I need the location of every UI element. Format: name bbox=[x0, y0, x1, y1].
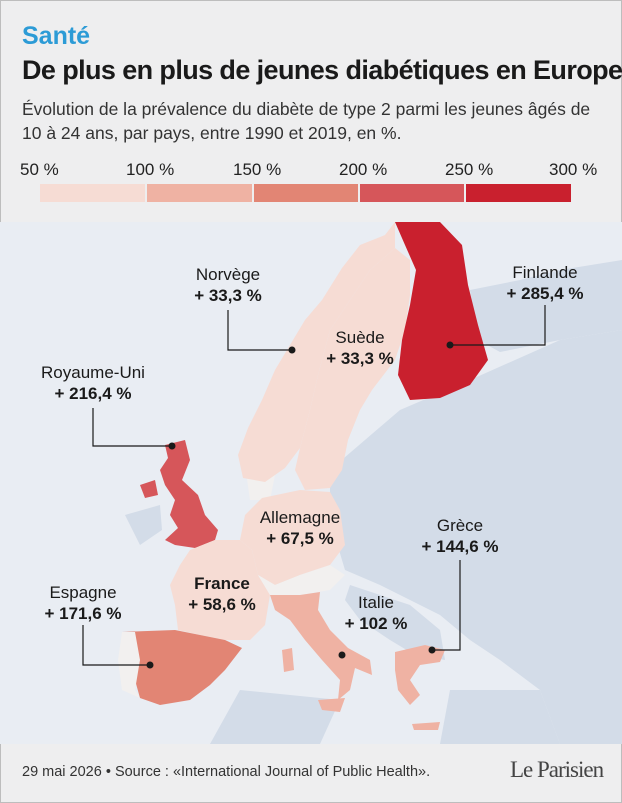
label-germany: Allemagne + 67,5 % bbox=[248, 507, 352, 549]
land-ireland bbox=[125, 505, 162, 545]
label-france-value: + 58,6 % bbox=[188, 595, 256, 614]
legend-box-5 bbox=[466, 184, 571, 202]
dot-spain bbox=[146, 661, 154, 669]
label-sweden-name: Suède bbox=[335, 328, 385, 347]
label-sweden: Suède + 33,3 % bbox=[312, 327, 408, 369]
country-germany bbox=[240, 490, 345, 585]
land-east bbox=[330, 330, 622, 744]
label-sweden-value: + 33,3 % bbox=[326, 349, 394, 368]
leader-spain bbox=[82, 625, 150, 666]
legend-label-200: 200 % bbox=[339, 160, 388, 179]
leader-greece bbox=[432, 560, 461, 651]
land-alps bbox=[258, 565, 345, 595]
label-italy-value: + 102 % bbox=[344, 614, 408, 633]
legend-box-3 bbox=[254, 184, 358, 202]
label-greece: Grèce + 144,6 % bbox=[410, 515, 510, 557]
label-italy: Italie + 102 % bbox=[334, 592, 418, 634]
label-norway-name: Norvège bbox=[195, 265, 261, 284]
land-russia-north bbox=[470, 260, 622, 352]
page-title: De plus en plus de jeunes diabétiques en… bbox=[22, 55, 622, 85]
country-norway bbox=[238, 222, 395, 482]
section-label: Santé bbox=[22, 22, 91, 50]
country-italy-sardinia bbox=[282, 648, 294, 672]
dot-norway bbox=[288, 346, 296, 354]
label-finland: Finlande + 285,4 % bbox=[494, 262, 596, 304]
label-germany-value: + 67,5 % bbox=[266, 529, 334, 548]
label-greece-name: Grèce bbox=[436, 516, 484, 535]
legend-box-1 bbox=[40, 184, 145, 202]
source-footer: 29 mai 2026 • Source : «International Jo… bbox=[22, 764, 431, 780]
leader-uk bbox=[92, 408, 172, 447]
label-germany-name: Allemagne bbox=[259, 508, 341, 527]
country-italy bbox=[270, 592, 372, 700]
leader-norway bbox=[227, 310, 292, 351]
land-turkey bbox=[440, 690, 560, 744]
legend-label-250: 250 % bbox=[445, 160, 494, 179]
legend-label-50: 50 % bbox=[20, 160, 59, 179]
leader-finland bbox=[450, 305, 546, 346]
legend-label-150: 150 % bbox=[233, 160, 282, 179]
label-spain-value: + 171,6 % bbox=[44, 604, 122, 623]
country-uk bbox=[160, 440, 218, 548]
country-sweden bbox=[295, 248, 410, 490]
country-finland bbox=[395, 222, 488, 400]
legend-label-300: 300 % bbox=[549, 160, 598, 179]
legend-box-2 bbox=[147, 184, 252, 202]
label-finland-value: + 285,4 % bbox=[506, 284, 584, 303]
country-italy-sicily bbox=[318, 698, 345, 712]
country-spain bbox=[122, 630, 242, 705]
label-france-name: France bbox=[194, 574, 250, 593]
dot-greece bbox=[428, 646, 436, 654]
dot-italy bbox=[338, 651, 346, 659]
dot-uk bbox=[168, 442, 176, 450]
country-greece-crete bbox=[412, 722, 440, 730]
label-norway-value: + 33,3 % bbox=[194, 286, 262, 305]
country-france bbox=[170, 540, 270, 640]
label-norway: Norvège + 33,3 % bbox=[182, 264, 274, 306]
europe-map bbox=[0, 222, 622, 744]
dot-finland bbox=[446, 341, 454, 349]
label-spain-name: Espagne bbox=[49, 583, 117, 602]
legend-label-100: 100 % bbox=[126, 160, 175, 179]
legend-box-4 bbox=[360, 184, 464, 202]
label-uk-name: Royaume-Uni bbox=[41, 363, 145, 382]
le-parisien-logo: Le Parisien bbox=[510, 757, 604, 782]
label-uk-value: + 216,4 % bbox=[54, 384, 132, 403]
country-uk-ni bbox=[140, 480, 158, 498]
land-balkans bbox=[345, 585, 445, 660]
country-greece bbox=[395, 645, 445, 705]
label-finland-name: Finlande bbox=[512, 263, 578, 282]
label-italy-name: Italie bbox=[358, 593, 394, 612]
subtitle: Évolution de la prévalence du diabète de… bbox=[22, 99, 591, 143]
label-uk: Royaume-Uni + 216,4 % bbox=[30, 362, 156, 404]
label-france: France + 58,6 % bbox=[172, 573, 272, 615]
label-spain: Espagne + 171,6 % bbox=[30, 582, 136, 624]
label-greece-value: + 144,6 % bbox=[421, 537, 499, 556]
land-africa bbox=[210, 690, 340, 744]
